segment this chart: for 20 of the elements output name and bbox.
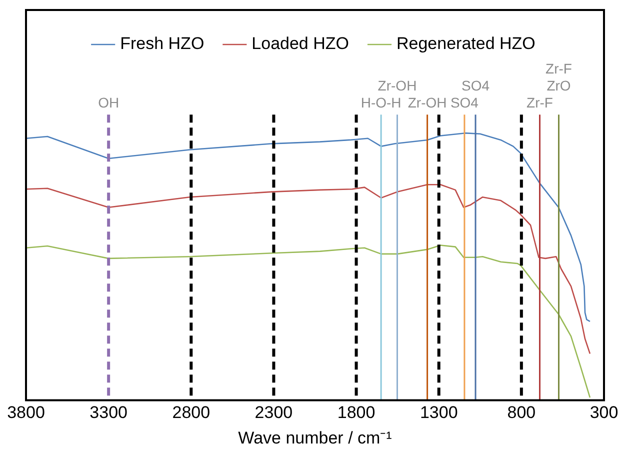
x-tick-label: 300 xyxy=(590,403,618,422)
ref-line-label: Zr-F ZrO xyxy=(546,60,572,94)
x-tick-label: 1800 xyxy=(337,403,376,422)
legend-label: Loaded HZO xyxy=(252,34,350,54)
ref-line-label: OH xyxy=(98,94,120,110)
x-tick-label: 3800 xyxy=(7,403,45,422)
ref-line-label: Zr-OH xyxy=(378,77,417,94)
legend-label: Fresh HZO xyxy=(120,34,204,54)
ref-line-label: Zr-OH xyxy=(408,94,447,110)
ref-line-label: Zr-F xyxy=(526,94,553,110)
ref-line-label: H-O-H xyxy=(360,94,402,110)
x-tick-label: 1300 xyxy=(420,403,458,422)
x-axis-title: Wave number / cm⁻¹ xyxy=(238,428,392,448)
legend-label: Regenerated HZO xyxy=(396,34,536,54)
ref-line-label: SO4 xyxy=(450,94,479,110)
x-tick-label: 3300 xyxy=(90,403,128,422)
x-tick-label: 2800 xyxy=(172,403,210,422)
x-tick-label: 2300 xyxy=(254,403,293,422)
ref-line-label: SO4 xyxy=(462,77,490,94)
x-tick-label: 800 xyxy=(507,403,536,422)
